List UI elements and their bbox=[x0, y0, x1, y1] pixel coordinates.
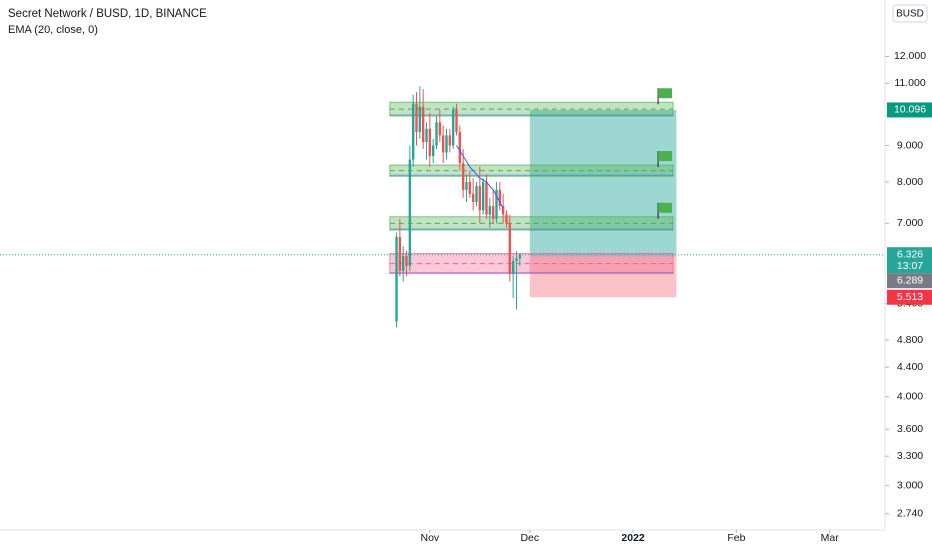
candle-body bbox=[431, 145, 435, 157]
price-label: 6.326 bbox=[897, 248, 923, 260]
y-tick-label: 3.000 bbox=[897, 479, 923, 491]
candle-body bbox=[458, 132, 462, 164]
x-tick-label: Dec bbox=[520, 532, 539, 544]
y-tick-label: 8.000 bbox=[897, 176, 923, 188]
axes: 12.00011.0009.0008.0007.0005.4004.8004.4… bbox=[420, 50, 932, 544]
price-label: 5.513 bbox=[897, 291, 923, 303]
candle-body bbox=[445, 135, 448, 153]
candle-body bbox=[408, 159, 412, 266]
zone bbox=[389, 164, 674, 177]
candle-body bbox=[401, 255, 405, 272]
y-tick-label: 11.000 bbox=[894, 77, 925, 89]
candle-body bbox=[448, 135, 452, 146]
y-tick-label: 9.000 bbox=[897, 139, 923, 151]
candle-body bbox=[495, 189, 498, 219]
candle-body bbox=[488, 206, 492, 215]
candle-body bbox=[421, 106, 425, 143]
candle-body bbox=[491, 206, 495, 219]
y-tick-label: 4.400 bbox=[897, 361, 923, 373]
candle-body bbox=[438, 122, 442, 136]
x-tick-label: Mar bbox=[821, 532, 840, 544]
indicator-legend: EMA (20, close, 0) bbox=[8, 24, 98, 36]
y-tick-label: 4.000 bbox=[897, 390, 923, 402]
candle-body bbox=[481, 181, 485, 211]
price-label-box bbox=[887, 273, 932, 289]
target-area bbox=[529, 109, 677, 257]
candle-body bbox=[451, 109, 455, 146]
price-label-box bbox=[887, 102, 932, 118]
candle-body bbox=[485, 181, 488, 215]
candle-body bbox=[428, 128, 432, 157]
chart-title: Secret Network / BUSD, 1D, BINANCE bbox=[8, 8, 207, 20]
ema-line bbox=[456, 145, 504, 209]
countdown-label: 13:07 bbox=[897, 260, 923, 272]
x-tick-label: Nov bbox=[420, 532, 439, 544]
flag bbox=[658, 202, 673, 213]
x-tick-label: 2022 bbox=[621, 532, 645, 544]
candle-body bbox=[515, 258, 518, 261]
candle-body bbox=[395, 236, 398, 322]
candle-body bbox=[475, 185, 478, 202]
y-tick-label: 4.800 bbox=[897, 334, 923, 346]
candle-body bbox=[471, 193, 475, 202]
candle-body bbox=[418, 106, 422, 133]
y-tick-label: 3.300 bbox=[897, 450, 923, 462]
plot-area bbox=[0, 86, 885, 328]
y-tick-label: 3.600 bbox=[897, 423, 923, 435]
candle-body bbox=[498, 189, 502, 207]
candle-body bbox=[511, 260, 515, 274]
y-tick-label: 12.000 bbox=[894, 50, 926, 62]
price-label-box bbox=[887, 289, 932, 305]
candle-body bbox=[405, 255, 408, 266]
candle-body bbox=[468, 181, 472, 194]
candle-body bbox=[411, 103, 415, 160]
candle-body bbox=[501, 206, 505, 215]
candle-body bbox=[505, 214, 508, 224]
flag bbox=[658, 151, 673, 162]
candle-body bbox=[415, 103, 418, 133]
x-tick-label: Feb bbox=[727, 532, 745, 544]
candle-body bbox=[398, 236, 402, 272]
price-label: 10.096 bbox=[894, 104, 926, 116]
currency-label: BUSD bbox=[896, 9, 924, 20]
price-label: 6.289 bbox=[897, 274, 923, 286]
candle-body bbox=[518, 254, 522, 259]
candle-body bbox=[455, 109, 458, 133]
candle-body bbox=[441, 135, 445, 153]
currency-badge[interactable] bbox=[892, 4, 928, 23]
zone bbox=[389, 216, 674, 231]
candle-body bbox=[508, 223, 512, 274]
zone bbox=[389, 253, 674, 275]
candle-body bbox=[465, 181, 468, 190]
candle-body bbox=[461, 163, 465, 190]
candle-body bbox=[425, 128, 428, 143]
candle-body bbox=[435, 122, 438, 146]
candle-body bbox=[478, 185, 482, 211]
price-label-box bbox=[887, 247, 932, 274]
flag bbox=[658, 88, 673, 99]
zone bbox=[389, 101, 674, 117]
y-tick-label: 2.740 bbox=[897, 508, 923, 520]
y-tick-label: 7.000 bbox=[897, 217, 923, 229]
